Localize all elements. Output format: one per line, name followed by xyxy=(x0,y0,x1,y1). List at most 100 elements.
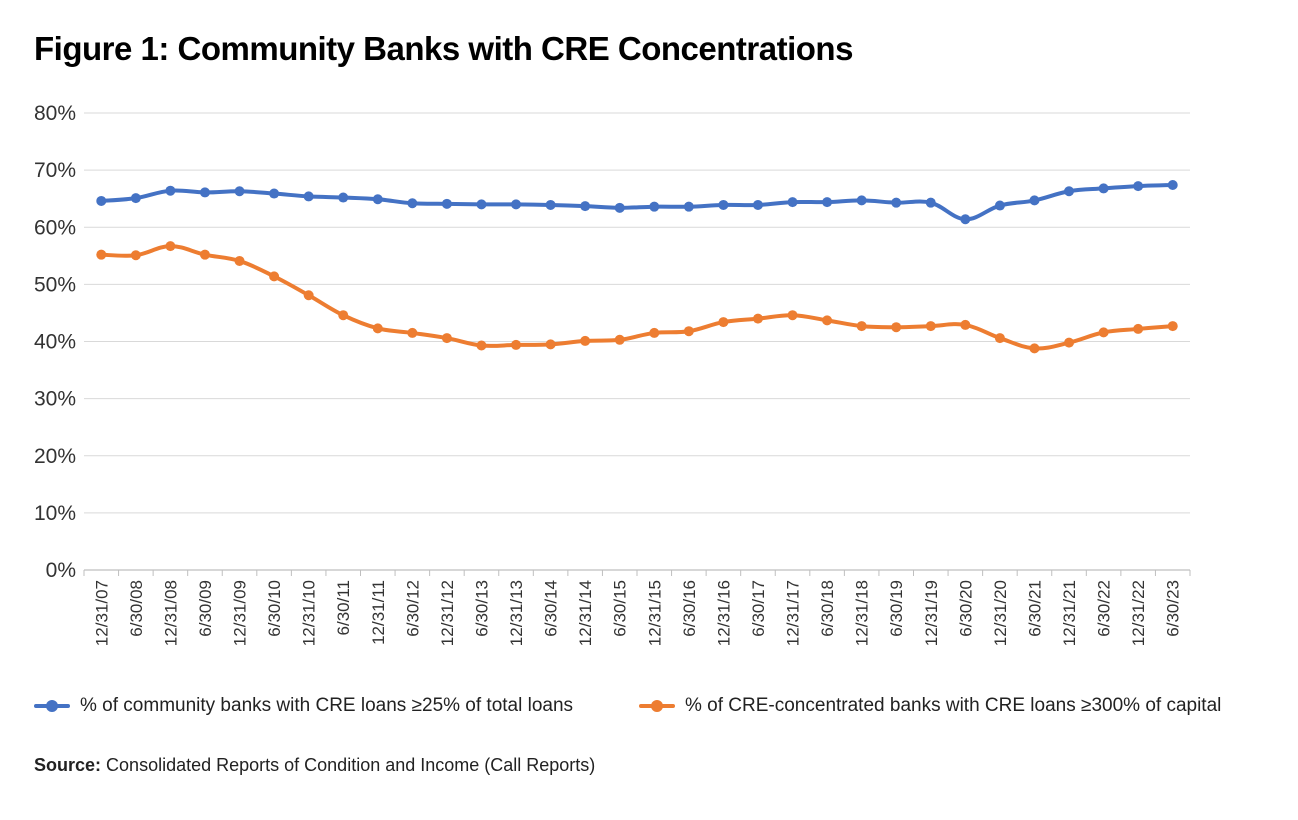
series-lines xyxy=(96,179,1178,354)
x-tick-label: 6/30/13 xyxy=(472,580,491,637)
data-point xyxy=(649,201,660,212)
x-tick-label: 6/30/14 xyxy=(542,580,561,637)
x-tick-label: 6/30/15 xyxy=(611,580,630,637)
series-line xyxy=(99,182,1175,222)
x-tick-label: 12/31/12 xyxy=(438,580,457,646)
data-point xyxy=(580,201,591,212)
legend-item-series-1: % of community banks with CRE loans ≥25%… xyxy=(34,695,573,717)
legend: % of community banks with CRE loans ≥25%… xyxy=(34,695,1284,721)
y-axis-ticks: 0% 10% 20% 30% 40% 50% 60% 70% 80% xyxy=(34,102,76,582)
x-tick-label: 6/30/11 xyxy=(334,580,353,635)
x-tick-label: 12/31/10 xyxy=(300,580,319,646)
x-tick-label: 6/30/22 xyxy=(1095,580,1114,637)
legend-swatch-series-2 xyxy=(639,697,675,715)
data-point xyxy=(580,335,591,346)
data-point xyxy=(476,340,487,351)
data-point xyxy=(683,201,694,212)
x-tick-label: 12/31/14 xyxy=(576,580,595,646)
legend-item-series-2: % of CRE-concentrated banks with CRE loa… xyxy=(639,695,1221,717)
data-point xyxy=(511,199,522,210)
source-note: Source: Consolidated Reports of Conditio… xyxy=(34,755,595,776)
data-point xyxy=(1167,321,1178,332)
data-point xyxy=(752,313,763,324)
data-point xyxy=(1167,179,1178,190)
x-tick-label: 6/30/17 xyxy=(749,580,768,637)
data-point xyxy=(1098,183,1109,194)
data-point xyxy=(372,323,383,334)
x-tick-label: 6/30/19 xyxy=(887,580,906,637)
x-tick-label: 12/31/19 xyxy=(922,580,941,646)
data-point xyxy=(960,214,971,225)
data-point xyxy=(372,194,383,205)
data-point xyxy=(441,198,452,209)
data-point xyxy=(649,327,660,338)
data-point xyxy=(891,322,902,333)
data-point xyxy=(407,327,418,338)
x-tick-label: 12/31/17 xyxy=(784,580,803,646)
y-tick-label: 40% xyxy=(34,331,76,354)
y-tick-label: 60% xyxy=(34,216,76,239)
data-point xyxy=(1133,181,1144,192)
legend-label-series-2: % of CRE-concentrated banks with CRE loa… xyxy=(685,695,1222,716)
series-2 xyxy=(96,241,1178,354)
data-point xyxy=(441,333,452,344)
data-point xyxy=(338,192,349,203)
x-tick-label: 6/30/21 xyxy=(1025,580,1044,637)
x-tick-label: 6/30/08 xyxy=(127,580,146,637)
x-tick-label: 12/31/08 xyxy=(161,580,180,646)
data-point xyxy=(787,197,798,208)
line-chart: 0% 10% 20% 30% 40% 50% 60% 70% 80% 12/31/07 6/30/… xyxy=(34,102,1191,646)
x-axis xyxy=(83,569,1191,576)
y-tick-label: 20% xyxy=(34,445,76,468)
data-point xyxy=(165,241,176,252)
x-tick-label: 6/30/16 xyxy=(680,580,699,637)
data-point xyxy=(199,249,210,260)
y-tick-label: 0% xyxy=(46,559,76,582)
x-tick-label: 6/30/20 xyxy=(956,580,975,637)
data-point xyxy=(683,326,694,337)
data-point xyxy=(614,334,625,345)
data-point xyxy=(925,197,936,208)
data-point xyxy=(1133,323,1144,334)
data-point xyxy=(925,321,936,332)
source-text: Consolidated Reports of Condition and In… xyxy=(106,755,596,775)
y-tick-label: 80% xyxy=(34,102,76,125)
y-tick-label: 10% xyxy=(34,502,76,525)
x-tick-label: 12/31/07 xyxy=(92,580,111,646)
data-point xyxy=(96,249,107,260)
x-tick-label: 12/31/21 xyxy=(1060,580,1079,646)
x-tick-label: 12/31/09 xyxy=(231,580,250,646)
data-point xyxy=(822,315,833,326)
x-tick-label: 12/31/11 xyxy=(369,580,388,645)
source-label: Source: xyxy=(34,755,102,775)
data-point xyxy=(407,198,418,209)
data-point xyxy=(856,321,867,332)
data-point xyxy=(960,319,971,330)
x-tick-label: 12/31/22 xyxy=(1129,580,1148,646)
x-tick-label: 12/31/13 xyxy=(507,580,526,646)
data-point xyxy=(1029,343,1040,354)
x-axis-ticks: 12/31/07 6/30/08 12/31/08 6/30/09 12/31/09 6/… xyxy=(92,580,1182,646)
data-point xyxy=(891,197,902,208)
x-tick-label: 6/30/09 xyxy=(196,580,215,637)
data-point xyxy=(130,250,141,261)
data-point xyxy=(476,199,487,210)
x-tick-label: 6/30/23 xyxy=(1164,580,1183,637)
data-point xyxy=(752,199,763,210)
y-tick-label: 70% xyxy=(34,159,76,182)
series-1 xyxy=(96,179,1178,225)
data-point xyxy=(130,193,141,204)
data-point xyxy=(994,200,1005,211)
x-tick-label: 12/31/20 xyxy=(991,580,1010,646)
data-point xyxy=(303,290,314,301)
data-point xyxy=(338,310,349,321)
data-point xyxy=(303,191,314,202)
data-point xyxy=(1064,186,1075,197)
data-point xyxy=(96,195,107,206)
data-point xyxy=(1029,195,1040,206)
data-point xyxy=(545,339,556,350)
data-point xyxy=(165,185,176,196)
data-point xyxy=(822,197,833,208)
series-line xyxy=(99,244,1175,351)
data-point xyxy=(545,199,556,210)
